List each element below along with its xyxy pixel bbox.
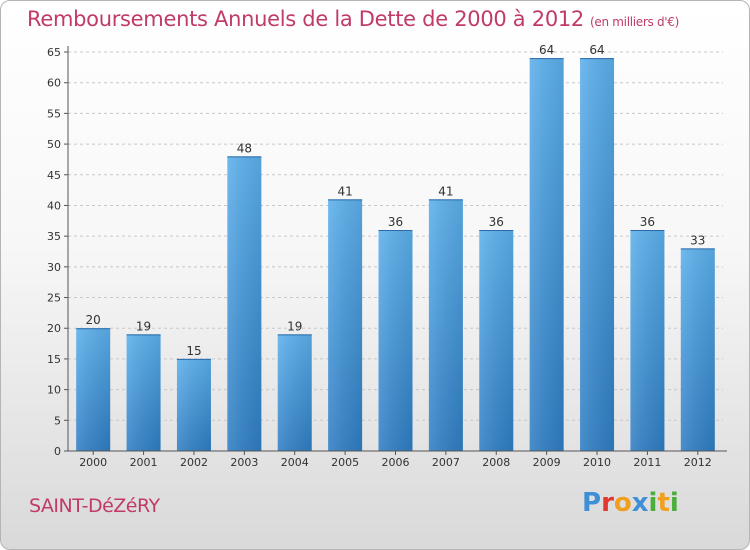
bar-shade [580, 58, 615, 452]
x-tick-label: 2007 [432, 456, 460, 469]
y-tick-label: 35 [47, 230, 61, 243]
x-tick-label: 2003 [230, 456, 258, 469]
y-tick-label: 5 [54, 414, 61, 427]
chart-title: Remboursements Annuels de la Dette de 20… [27, 7, 679, 31]
y-tick-label: 25 [47, 292, 61, 305]
logo-letter: t [657, 488, 670, 518]
x-tick-label: 2005 [331, 456, 359, 469]
x-tick-label: 2006 [382, 456, 410, 469]
x-tick-label: 2012 [684, 456, 712, 469]
data-label: 36 [388, 215, 403, 229]
logo-letter: i [669, 488, 679, 518]
x-tick-label: 2011 [633, 456, 661, 469]
x-tick-label: 2008 [482, 456, 510, 469]
data-label: 36 [489, 215, 504, 229]
bar-layer: 20 19 15 48 19 41 36 41 36 64 64 36 33 [76, 43, 715, 452]
bar-shade [529, 58, 564, 452]
y-tick-label: 50 [47, 138, 61, 151]
bar-shade [428, 199, 463, 451]
y-tick-label: 60 [47, 77, 61, 90]
logo-letter: P [582, 488, 602, 518]
x-tick-label: 2009 [533, 456, 561, 469]
bar-shade [680, 248, 715, 451]
y-tick-label: 65 [47, 46, 61, 59]
y-tick-label: 15 [47, 353, 61, 366]
commune-name: SAINT-DéZéRY [29, 495, 160, 517]
data-label: 64 [539, 43, 554, 57]
x-tick-label: 2000 [79, 456, 107, 469]
data-label: 19 [287, 319, 302, 333]
data-label: 33 [690, 233, 705, 247]
bar-shade [76, 328, 111, 451]
chart-title-text: Remboursements Annuels de la Dette de 20… [27, 7, 584, 31]
y-tick-label: 30 [47, 261, 61, 274]
data-label: 64 [589, 43, 604, 57]
data-label: 19 [136, 319, 151, 333]
y-tick-label: 45 [47, 169, 61, 182]
bar-shade [277, 334, 312, 451]
bar-shade [328, 199, 363, 451]
x-tick-label: 2002 [180, 456, 208, 469]
y-tick-label: 10 [47, 384, 61, 397]
logo-letter: x [631, 488, 649, 518]
bar-shade [227, 156, 262, 451]
y-tick-label: 55 [47, 107, 61, 120]
bar-shade [126, 334, 161, 451]
data-label: 36 [640, 215, 655, 229]
data-label: 15 [186, 344, 201, 358]
bar-shade [378, 230, 413, 451]
x-tick-label: 2010 [583, 456, 611, 469]
bar-shade [479, 230, 514, 451]
data-label: 41 [337, 184, 352, 198]
y-tick-label: 40 [47, 199, 61, 212]
logo-letter: i [648, 488, 658, 518]
bar-shade [176, 358, 211, 451]
logo-letter: o [613, 488, 632, 518]
logo-letter: r [601, 488, 614, 518]
data-label: 41 [438, 184, 453, 198]
proxiti-logo: Proxiti [582, 488, 679, 518]
bar-shade [630, 230, 665, 451]
y-tick-label: 20 [47, 322, 61, 335]
data-label: 48 [237, 141, 252, 155]
data-label: 20 [86, 313, 101, 327]
chart-subtitle: (en milliers d'€) [590, 15, 680, 29]
x-tick-label: 2004 [281, 456, 309, 469]
y-tick-label: 0 [54, 445, 61, 458]
x-tick-label: 2001 [130, 456, 158, 469]
axis-layer: 0 5 10 15 20 25 30 35 40 45 50 55 60 65 2000 2001 2002 20… [47, 46, 727, 469]
